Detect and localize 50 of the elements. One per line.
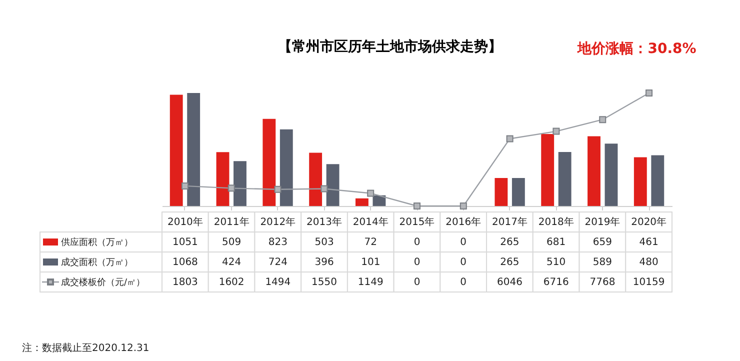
data-label: 1550 bbox=[312, 277, 337, 288]
x-tick-label: 2013年 bbox=[306, 216, 342, 228]
x-tick-label: 2012年 bbox=[260, 216, 296, 228]
data-label: 681 bbox=[546, 237, 566, 248]
data-label: 6716 bbox=[543, 277, 569, 288]
data-label: 72 bbox=[364, 237, 378, 248]
data-label: 424 bbox=[222, 257, 242, 268]
text: 地价涨幅：30.8% bbox=[576, 41, 696, 57]
text: 注：数据截止至2020.12.31 bbox=[22, 342, 150, 354]
data-label: 265 bbox=[500, 237, 520, 248]
x-tick-label: 2015年 bbox=[399, 216, 435, 228]
data-label: 509 bbox=[222, 237, 242, 248]
data-label: 823 bbox=[268, 237, 288, 248]
data-label: 1602 bbox=[218, 277, 244, 288]
data-label: 1494 bbox=[265, 277, 291, 288]
data-label: 101 bbox=[361, 257, 380, 268]
data-label: 503 bbox=[314, 237, 334, 248]
data-label: 396 bbox=[314, 257, 334, 268]
x-tick-label: 2010年 bbox=[167, 216, 203, 228]
data-label: 10159 bbox=[632, 277, 665, 288]
data-label: 0 bbox=[414, 237, 420, 248]
x-tick-label: 2018年 bbox=[538, 216, 574, 228]
x-tick-label: 2016年 bbox=[446, 216, 482, 228]
legend-label: 供应面积（万㎡） bbox=[61, 237, 133, 248]
chart-title: 【常州市区历年土地市场供求走势】 bbox=[278, 38, 502, 55]
data-label: 0 bbox=[414, 257, 420, 268]
data-label: 480 bbox=[639, 257, 658, 268]
x-tick-label: 2019年 bbox=[584, 216, 620, 228]
data-label: 0 bbox=[460, 237, 467, 248]
data-label: 461 bbox=[639, 237, 658, 248]
data-label: 1803 bbox=[172, 277, 198, 288]
data-label: 0 bbox=[460, 257, 467, 268]
legend-label: 成交楼板价（元/㎡） bbox=[61, 277, 146, 288]
data-label: 659 bbox=[592, 237, 612, 248]
data-label: 510 bbox=[546, 257, 566, 268]
data-label: 1068 bbox=[172, 257, 198, 268]
data-label: 589 bbox=[592, 257, 612, 268]
data-label: 0 bbox=[414, 277, 420, 288]
data-label: 7768 bbox=[590, 277, 616, 288]
x-tick-label: 2014年 bbox=[352, 216, 388, 228]
legend-label: 成交面积（万㎡） bbox=[61, 257, 133, 268]
x-tick-label: 2020年 bbox=[631, 216, 667, 228]
x-tick-label: 2017年 bbox=[492, 216, 528, 228]
data-label: 0 bbox=[460, 277, 467, 288]
data-label: 724 bbox=[268, 257, 288, 268]
data-label: 1149 bbox=[358, 277, 384, 288]
data-label: 265 bbox=[500, 257, 520, 268]
data-label: 6046 bbox=[497, 277, 522, 288]
x-tick-label: 2011年 bbox=[214, 216, 250, 228]
data-label: 1051 bbox=[172, 237, 198, 248]
